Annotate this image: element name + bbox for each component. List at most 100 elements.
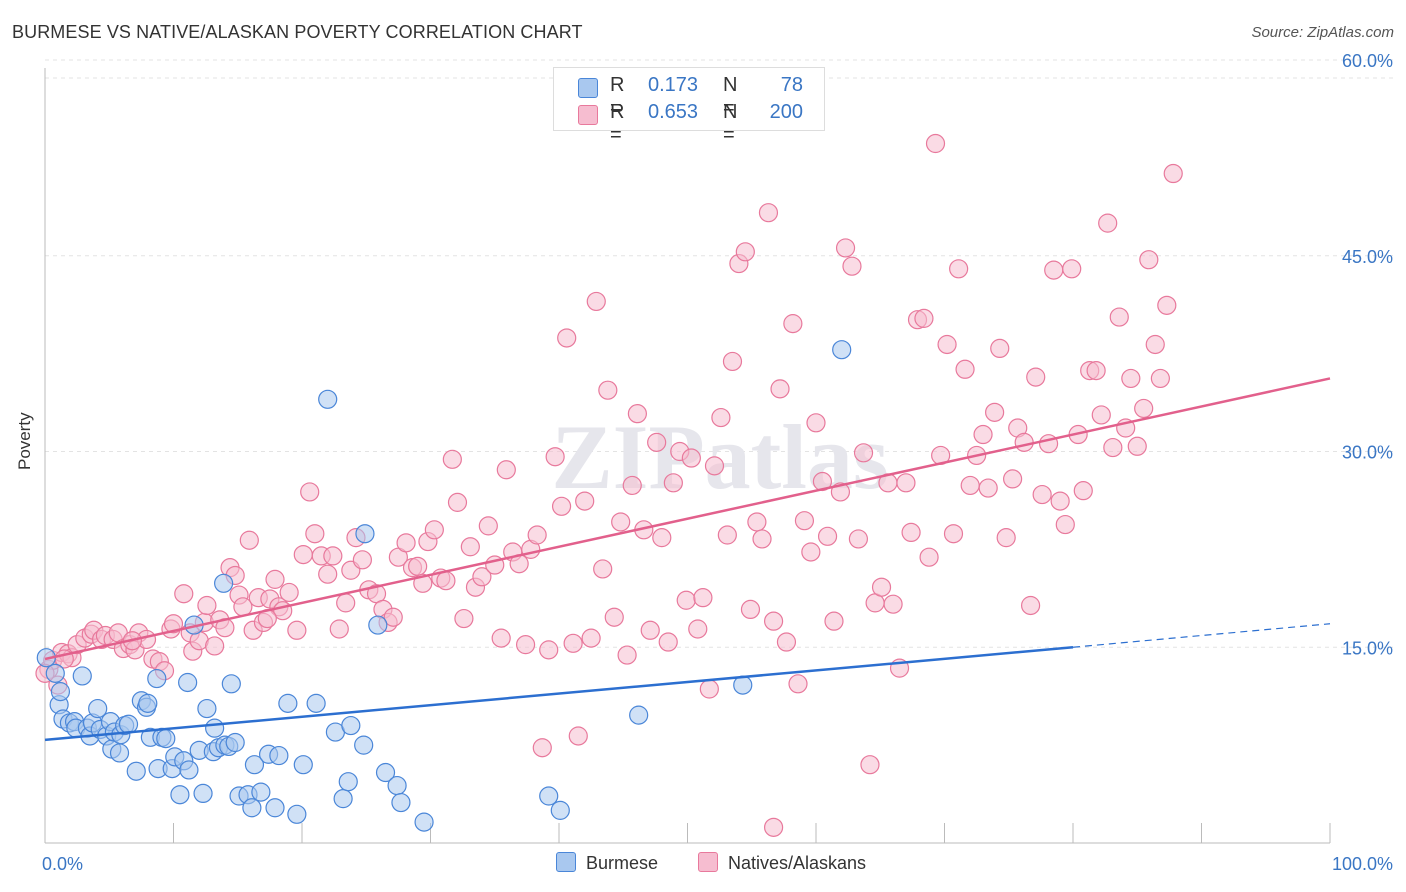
x-tick-label: 100.0% xyxy=(1332,854,1393,874)
burmese-point xyxy=(205,718,225,738)
natives-point xyxy=(197,595,217,616)
burmese-point xyxy=(338,772,358,792)
burmese-point xyxy=(269,745,289,766)
natives-point xyxy=(776,632,797,652)
natives-point xyxy=(1109,307,1129,327)
burmese-point xyxy=(391,792,411,813)
natives-point xyxy=(901,522,921,543)
natives-point xyxy=(575,491,595,511)
natives-point xyxy=(699,679,719,699)
natives-point xyxy=(794,511,815,531)
natives-point xyxy=(424,520,444,540)
natives-point xyxy=(1127,436,1147,456)
natives-point xyxy=(265,569,285,589)
natives-point xyxy=(305,524,325,544)
natives-point xyxy=(586,291,606,312)
burmese-point xyxy=(832,340,852,360)
burmese-point xyxy=(293,755,313,775)
natives-point xyxy=(539,640,559,660)
natives-point xyxy=(1157,295,1177,315)
natives-point xyxy=(1003,469,1023,489)
natives-point xyxy=(1050,491,1070,511)
natives-point xyxy=(747,512,767,532)
burmese-point xyxy=(368,615,388,635)
natives-point xyxy=(640,620,660,640)
natives-point xyxy=(568,726,588,746)
legend-item-burmese[interactable]: Burmese xyxy=(556,852,658,874)
source-label: Source: ZipAtlas.com xyxy=(1251,24,1394,41)
natives-point xyxy=(1103,437,1123,458)
natives-point xyxy=(996,528,1016,548)
natives-point xyxy=(413,573,433,593)
natives-point xyxy=(611,512,631,532)
natives-point xyxy=(383,607,403,627)
natives-point xyxy=(279,582,299,603)
natives-point xyxy=(1020,595,1041,616)
natives-point xyxy=(205,636,225,656)
burmese-point xyxy=(193,783,213,804)
n-value: 78 xyxy=(780,74,803,96)
burmese-point xyxy=(118,714,139,734)
burmese-point xyxy=(414,812,434,832)
natives-point xyxy=(763,817,784,837)
natives-point xyxy=(717,525,737,545)
natives-point xyxy=(853,443,874,463)
natives-point xyxy=(937,334,957,355)
natives-point xyxy=(1091,405,1111,425)
burmese-point xyxy=(287,804,307,824)
natives-point xyxy=(693,588,713,608)
natives-point xyxy=(1098,213,1118,233)
natives-point xyxy=(871,577,892,597)
natives-point xyxy=(883,594,903,614)
burmese-point xyxy=(539,786,559,806)
natives-point xyxy=(824,611,844,631)
natives-point xyxy=(1134,398,1154,419)
burmese-point xyxy=(179,760,199,780)
natives-point xyxy=(663,473,683,493)
burmese-point xyxy=(278,693,298,713)
n-label: N = xyxy=(723,74,738,119)
natives-point xyxy=(478,516,498,536)
burmese-point xyxy=(341,715,361,736)
burmese-point xyxy=(156,728,176,749)
natives-point xyxy=(652,528,672,548)
natives-point xyxy=(323,546,343,566)
correlation-legend: R = 0.173 N = 78 R = 0.653 N = 200 xyxy=(553,67,825,146)
burmese-point xyxy=(214,573,234,593)
gridlines xyxy=(45,59,1395,648)
natives-swatch xyxy=(698,852,718,872)
r-value: 0.653 xyxy=(648,101,699,123)
natives-point xyxy=(239,530,259,550)
natives-point xyxy=(1044,260,1064,280)
r-label: R = xyxy=(610,101,625,146)
natives-point xyxy=(318,564,338,584)
y-tick-label: 60.0% xyxy=(1342,51,1393,71)
natives-swatch xyxy=(578,105,598,125)
natives-point xyxy=(460,537,480,557)
natives-point xyxy=(817,526,838,546)
natives-point xyxy=(627,404,647,424)
natives-point xyxy=(163,614,184,634)
natives-point xyxy=(472,567,492,587)
natives-point xyxy=(943,524,964,544)
legend-label: Burmese xyxy=(586,853,659,873)
natives-point xyxy=(532,738,552,758)
burmese-point xyxy=(197,698,217,719)
y-tick-label: 15.0% xyxy=(1342,638,1393,658)
axes xyxy=(44,68,1331,844)
natives-point xyxy=(688,619,708,639)
natives-point xyxy=(985,402,1005,422)
burmese-point xyxy=(244,755,265,775)
natives-point xyxy=(960,475,980,496)
natives-point xyxy=(408,556,428,576)
natives-point xyxy=(1026,367,1046,387)
natives-point xyxy=(581,628,601,648)
natives-point xyxy=(763,611,784,631)
legend-item-natives[interactable]: Natives/Alaskans xyxy=(698,852,866,874)
burmese-point xyxy=(333,789,353,809)
natives-point xyxy=(1121,368,1141,389)
n-label: N = xyxy=(723,101,738,146)
burmese-point xyxy=(629,705,649,725)
natives-point xyxy=(1055,514,1075,535)
burmese-point xyxy=(45,663,65,683)
